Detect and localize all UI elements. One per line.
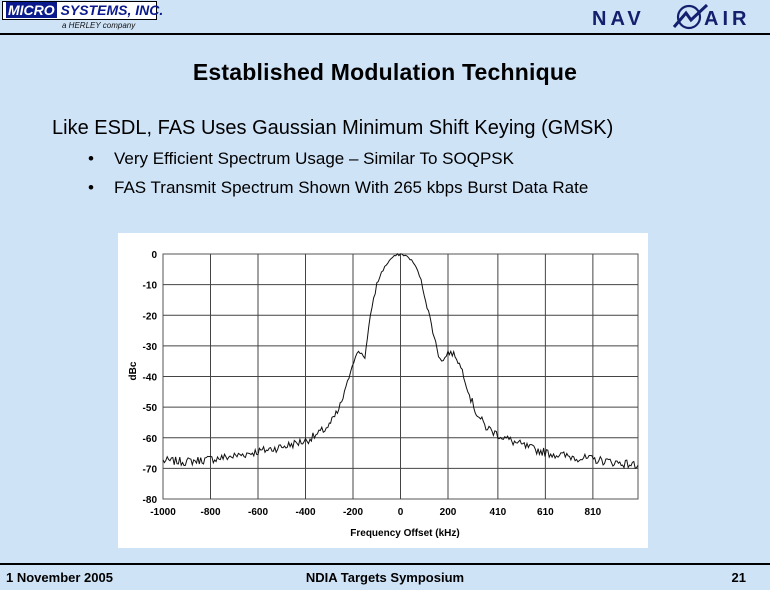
y-tick-label: -60	[143, 434, 158, 445]
bullet-text: Very Efficient Spectrum Usage – Similar …	[114, 149, 514, 168]
micro-systems-logo-highlight: MICRO	[6, 2, 57, 18]
x-tick-label: 200	[440, 507, 457, 518]
y-tick-label: -30	[143, 342, 158, 353]
footer-rule	[0, 563, 770, 565]
x-tick-label: -600	[248, 507, 268, 518]
slide-subtitle: Like ESDL, FAS Uses Gaussian Minimum Shi…	[52, 117, 614, 139]
spectrum-trace	[162, 253, 639, 470]
header-rule	[0, 33, 770, 35]
spectrum-chart: -1000 -800 -600 -400 -200 0 200 410 610 810 0 -10 -2…	[118, 233, 648, 548]
bullet-item: • FAS Transmit Spectrum Shown With 265 kb…	[88, 178, 588, 198]
x-tick-label: -1000	[150, 507, 176, 518]
chart-ticks: -1000 -800 -600 -400 -200 0 200 410 610 810 0 -10 -2…	[143, 250, 602, 518]
x-tick-label: -200	[343, 507, 363, 518]
x-tick-label: 0	[398, 507, 404, 518]
x-tick-label: 410	[490, 507, 507, 518]
x-tick-label: -400	[295, 507, 315, 518]
micro-systems-logo-wordmark: MICRO SYSTEMS, INC.	[2, 1, 163, 20]
x-tick-label: -800	[200, 507, 220, 518]
slide-title: Established Modulation Technique	[192, 59, 578, 85]
y-tick-label: 0	[151, 250, 157, 261]
micro-systems-logo: MICRO SYSTEMS, INC. a HERLEY company	[2, 1, 163, 31]
chart-grid	[162, 253, 639, 500]
spectrum-chart-svg: -1000 -800 -600 -400 -200 0 200 410 610 810 0 -10 -2…	[128, 250, 639, 539]
bullet-dot: •	[88, 149, 94, 168]
bullet-text: FAS Transmit Spectrum Shown With 265 kbp…	[114, 178, 589, 197]
x-axis-label: Frequency Offset (kHz)	[350, 528, 459, 539]
y-axis-label: dBc	[128, 361, 139, 380]
navair-logo-emblem	[672, 3, 709, 30]
navair-logo: NAV AIR	[590, 3, 768, 30]
y-tick-label: -10	[143, 281, 158, 292]
x-tick-label: 810	[585, 507, 602, 518]
herley-company-tagline: a HERLEY company	[62, 21, 136, 30]
footer-date: 1 November 2005	[6, 570, 113, 585]
navair-logo-text-a: NAV	[592, 8, 645, 30]
footer-event: NDIA Targets Symposium	[305, 570, 465, 585]
bullet-dot: •	[88, 178, 94, 197]
y-tick-label: -80	[143, 495, 158, 506]
navair-logo-text-b: AIR	[704, 8, 750, 30]
chart-trace	[162, 253, 639, 470]
bullet-item: • Very Efficient Spectrum Usage – Similar…	[88, 149, 514, 169]
y-tick-label: -50	[143, 403, 158, 414]
micro-systems-logo-rest: SYSTEMS, INC.	[56, 2, 164, 18]
footer-page-number: 21	[731, 570, 746, 585]
y-tick-label: -70	[143, 464, 158, 475]
y-tick-label: -20	[143, 311, 158, 322]
x-tick-label: 610	[537, 507, 554, 518]
y-tick-label: -40	[143, 373, 158, 384]
